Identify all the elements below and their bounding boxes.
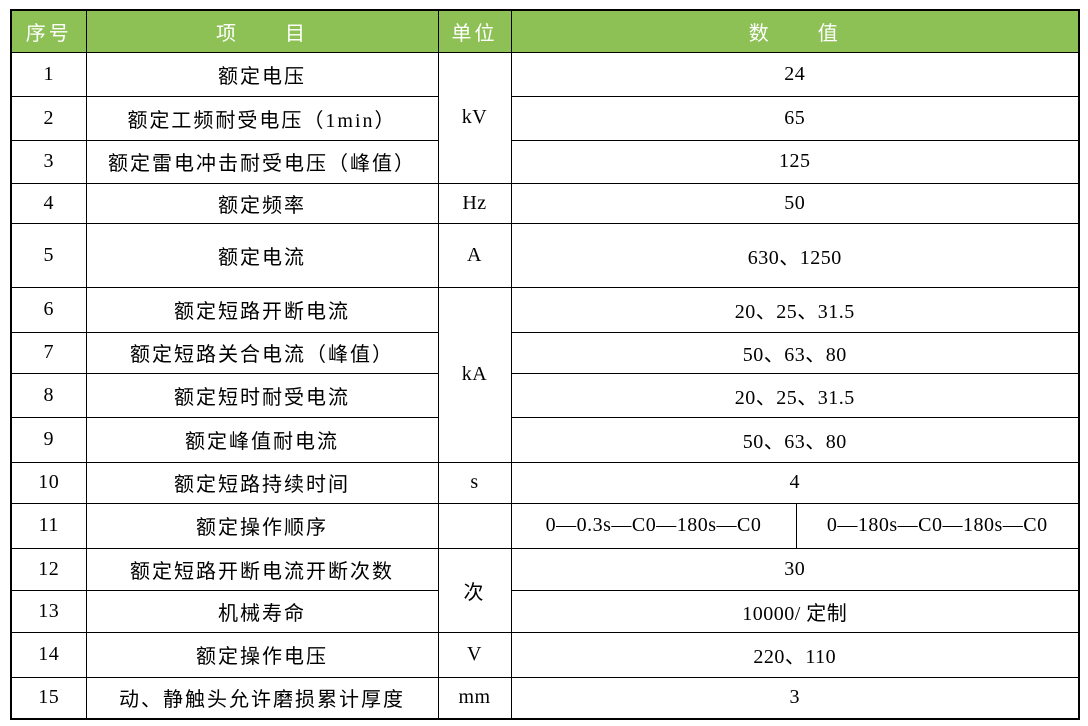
value-cell-right: 0—180s—C0—180s—C0 [795,502,1080,549]
value-cell: 630、1250 [510,222,1080,288]
unit-cell: mm [437,676,512,720]
table-row: 8 额定短时耐受电流 20、25、31.5 [10,372,1080,418]
unit-cell: kV [437,51,512,184]
item-cell: 额定短路开断电流开断次数 [85,547,439,591]
spec-table: 序号 项 目 单位 数 值 1 额定电压 kV 24 2 额定工频耐受电压（1m… [10,9,1080,720]
col-header-item: 项 目 [85,9,439,53]
col-header-value: 数 值 [510,9,1080,53]
item-cell: 额定短路开断电流 [85,286,439,333]
value-cell: 65 [510,95,1080,141]
row-no-cell: 12 [10,547,87,591]
row-no-cell: 9 [10,416,87,463]
row-no-cell: 14 [10,631,87,678]
row-no-cell: 6 [10,286,87,333]
table-row: 15 动、静触头允许磨损累计厚度 mm 3 [10,676,1080,720]
unit-cell: Hz [437,182,512,224]
table-row: 5 额定电流 A 630、1250 [10,222,1080,288]
table-row: 12 额定短路开断电流开断次数 次 30 [10,547,1080,633]
value-cell: 4 [510,461,1080,504]
value-cell: 50、63、80 [510,416,1080,463]
value-cell: 20、25、31.5 [510,372,1080,418]
row-no-cell: 8 [10,372,87,418]
table-row: 4 额定频率 Hz 50 [10,182,1080,224]
unit-cell: A [437,222,512,288]
col-header-no: 序号 [10,9,87,53]
unit-cell: s [437,461,512,504]
value-cell-left: 0—0.3s—C0—180s—C0 [510,502,797,549]
row-no-cell: 4 [10,182,87,224]
table-row: 2 额定工频耐受电压（1min） 65 [10,95,1080,141]
table-row: 6 额定短路开断电流 kA 20、25、31.5 [10,286,1080,463]
unit-cell: kA [437,286,512,463]
item-cell: 额定短时耐受电流 [85,372,439,418]
value-cell: 10000/ 定制 [510,589,1080,633]
table-row: 3 额定雷电冲击耐受电压（峰值） 125 [10,139,1080,184]
row-no-cell: 3 [10,139,87,184]
item-cell: 机械寿命 [85,589,439,633]
row-no-cell: 10 [10,461,87,504]
item-cell: 额定频率 [85,182,439,224]
row-no-cell: 2 [10,95,87,141]
row-no-cell: 5 [10,222,87,288]
item-cell: 额定电压 [85,51,439,97]
header-row: 序号 项 目 单位 数 值 [10,9,1080,53]
item-cell: 额定操作顺序 [85,502,439,549]
item-cell: 额定短路持续时间 [85,461,439,504]
value-cell: 20、25、31.5 [510,286,1080,333]
unit-cell: 次 [437,547,512,633]
value-cell: 3 [510,676,1080,720]
value-cell: 50 [510,182,1080,224]
col-header-unit: 单位 [437,9,512,53]
row-no-cell: 15 [10,676,87,720]
item-cell: 额定工频耐受电压（1min） [85,95,439,141]
value-cell: 50、63、80 [510,331,1080,374]
row-no-cell: 1 [10,51,87,97]
table-row: 9 额定峰值耐电流 50、63、80 [10,416,1080,463]
value-cell: 125 [510,139,1080,184]
row-no-cell: 13 [10,589,87,633]
table-row: 7 额定短路关合电流（峰值） 50、63、80 [10,331,1080,374]
row-no-cell: 11 [10,502,87,549]
unit-cell: V [437,631,512,678]
item-cell: 动、静触头允许磨损累计厚度 [85,676,439,720]
row-no-cell: 7 [10,331,87,374]
table-row: 14 额定操作电压 V 220、110 [10,631,1080,678]
item-cell: 额定电流 [85,222,439,288]
unit-cell [437,502,512,549]
value-cell: 30 [510,547,1080,591]
value-cell: 24 [510,51,1080,97]
item-cell: 额定操作电压 [85,631,439,678]
table-row: 10 额定短路持续时间 s 4 [10,461,1080,504]
table-row: 11 额定操作顺序 0—0.3s—C0—180s—C0 0—180s—C0—18… [10,502,1080,549]
item-cell: 额定雷电冲击耐受电压（峰值） [85,139,439,184]
table-row: 1 额定电压 kV 24 [10,51,1080,184]
item-cell: 额定峰值耐电流 [85,416,439,463]
value-cell: 220、110 [510,631,1080,678]
table-row: 13 机械寿命 10000/ 定制 [10,589,1080,633]
item-cell: 额定短路关合电流（峰值） [85,331,439,374]
